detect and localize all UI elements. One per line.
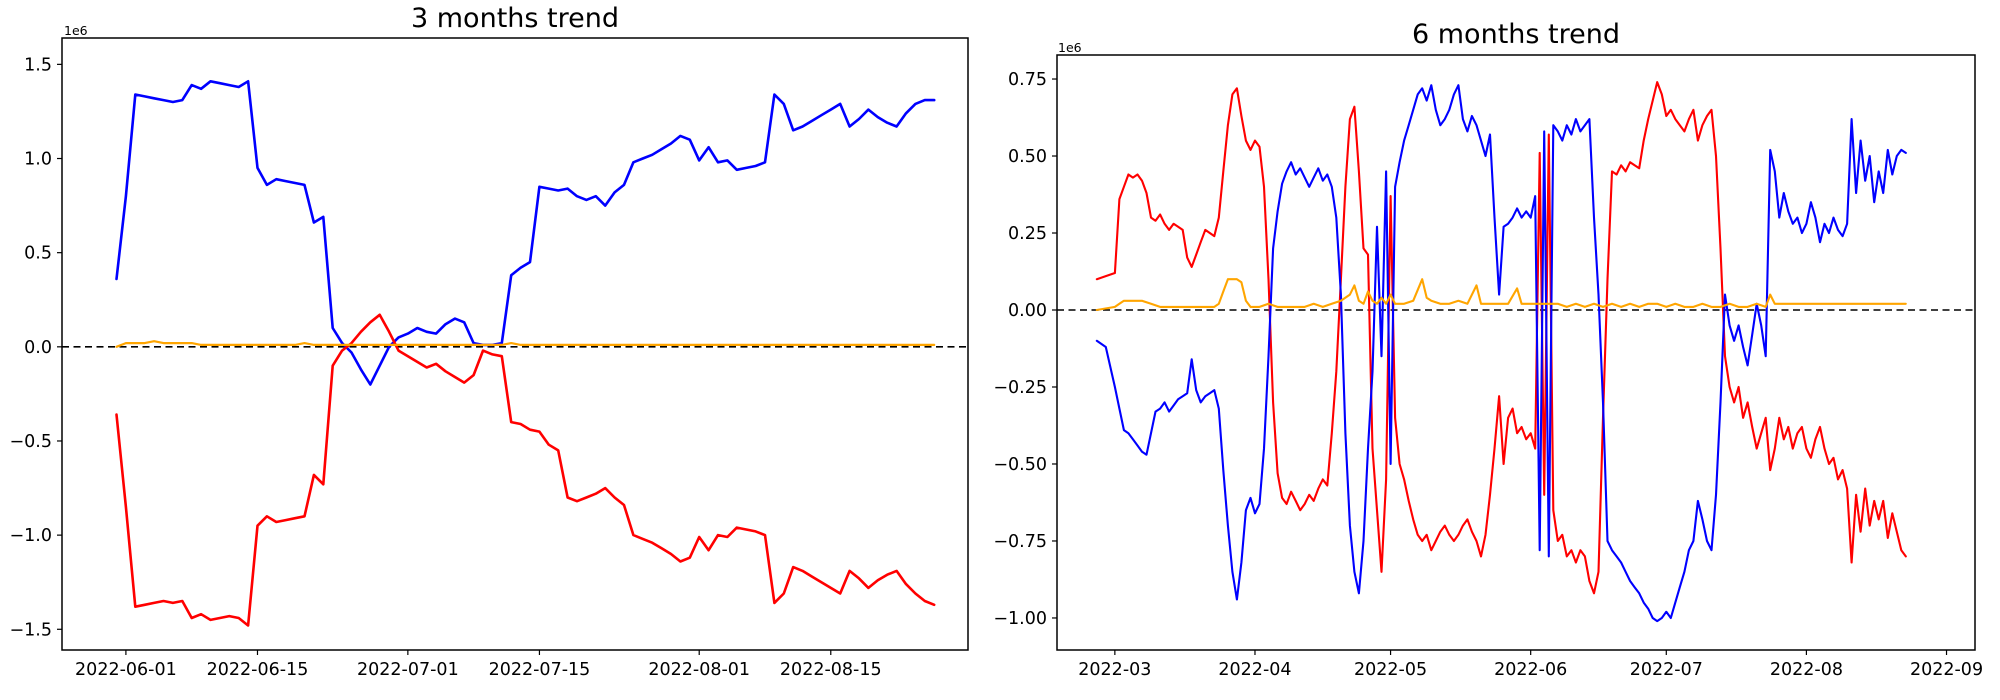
right-x-tick-label: 2022-08 — [1770, 660, 1843, 680]
left-x-tick-label: 2022-06-15 — [207, 660, 309, 680]
right-x-tick-label: 2022-03 — [1078, 660, 1151, 680]
left-y-tick-label: 0.5 — [24, 244, 52, 264]
left-x-tick-label: 2022-08-01 — [648, 660, 750, 680]
right-red-line — [1095, 81, 1907, 595]
right-y-tick-label: −1.00 — [993, 609, 1047, 629]
left-axis-multiplier-label: 1e6 — [64, 23, 88, 38]
right-y-tick-label: −0.25 — [993, 378, 1047, 398]
right-y-tick-label: 0.75 — [1008, 70, 1047, 90]
right-x-tick-label: 2022-05 — [1354, 660, 1427, 680]
right-y-tick-label: −0.50 — [993, 455, 1047, 475]
left-red-line — [115, 313, 936, 627]
right-y-tick-label: 0.25 — [1008, 224, 1047, 244]
right-axes-box — [1056, 54, 1976, 651]
left-blue-line — [115, 80, 936, 386]
right-x-tick-label: 2022-04 — [1218, 660, 1291, 680]
right-chart-title: 6 months trend — [1412, 19, 1620, 50]
left-y-tick-label: −1.5 — [10, 620, 53, 640]
left-chart-title: 3 months trend — [411, 3, 619, 34]
right-x-tick-label: 2022-09 — [1910, 660, 1983, 680]
left-y-tick-label: 0.0 — [24, 338, 52, 358]
right-x-tick-label: 2022-07 — [1630, 660, 1703, 680]
left-y-tick-label: −1.0 — [10, 526, 53, 546]
left-x-tick-label: 2022-06-01 — [75, 660, 177, 680]
right-orange-line — [1095, 278, 1907, 312]
right-blue-line — [1095, 84, 1907, 623]
left-y-tick-label: 1.0 — [24, 150, 52, 170]
left-y-tick-label: 1.5 — [24, 55, 52, 75]
left-y-tick-label: −0.5 — [10, 432, 53, 452]
left-orange-line — [115, 340, 936, 348]
left-x-tick-label: 2022-08-15 — [780, 660, 882, 680]
right-axis-multiplier-label: 1e6 — [1058, 40, 1082, 55]
left-x-tick-label: 2022-07-01 — [357, 660, 459, 680]
left-x-tick-label: 2022-07-15 — [489, 660, 591, 680]
right-y-tick-label: 0.50 — [1008, 147, 1047, 167]
right-x-tick-label: 2022-06 — [1494, 660, 1567, 680]
right-y-tick-label: −0.75 — [993, 532, 1047, 552]
left-axes-box — [61, 37, 969, 651]
right-y-tick-label: 0.00 — [1008, 301, 1047, 321]
